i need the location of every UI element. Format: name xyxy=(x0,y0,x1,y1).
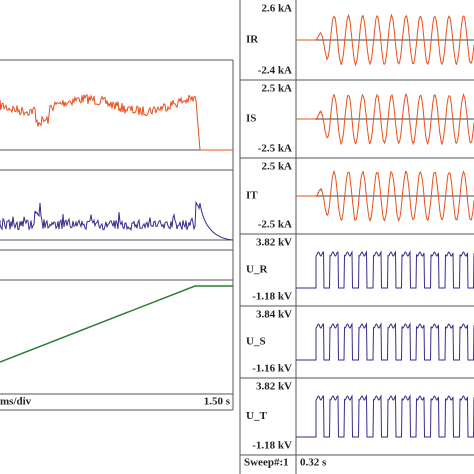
end-time: 1.50 s xyxy=(204,396,231,408)
ramp-trace xyxy=(0,285,233,363)
channel-name: U_T xyxy=(246,410,267,422)
channel-max: 3.84 kV xyxy=(256,309,292,321)
channel-name: U_S xyxy=(246,336,266,348)
sweep: Sweep#:1 xyxy=(244,457,289,469)
channel-min: -1.16 kV xyxy=(252,363,292,375)
voltage-wave xyxy=(296,394,474,438)
channel-max: 2.6 kA xyxy=(261,3,292,15)
current-trace xyxy=(0,93,233,151)
channel-min: -2.5 kA xyxy=(258,143,292,155)
channel-max: 2.5 kA xyxy=(261,83,292,95)
channel-name: IS xyxy=(246,113,256,125)
channel-max: 2.5 kA xyxy=(261,161,292,173)
channel-max: 3.82 kV xyxy=(256,381,292,393)
channel-min: -1.18 kV xyxy=(252,291,292,303)
voltage-wave xyxy=(296,322,474,361)
channel-min: -2.5 kA xyxy=(258,219,292,231)
sweep-time: 0.32 s xyxy=(300,457,327,469)
channel-min: -2.4 kA xyxy=(258,65,292,77)
current-wave xyxy=(296,92,474,146)
channel-max: 3.82 kV xyxy=(256,237,292,249)
power-trace xyxy=(0,200,234,241)
channel-min: -1.18 kV xyxy=(252,440,292,452)
channel-name: IT xyxy=(246,190,258,202)
channel-name: IR xyxy=(246,34,259,46)
voltage-wave xyxy=(296,250,474,289)
current-wave xyxy=(296,170,474,223)
channel-name: U_R xyxy=(246,264,268,276)
current-wave xyxy=(296,13,474,67)
right-panel: Sweep#:1 0.32 s xyxy=(239,0,474,474)
left-panel: ms/div 1.50 s xyxy=(0,59,234,411)
time-scale: ms/div xyxy=(0,396,32,408)
